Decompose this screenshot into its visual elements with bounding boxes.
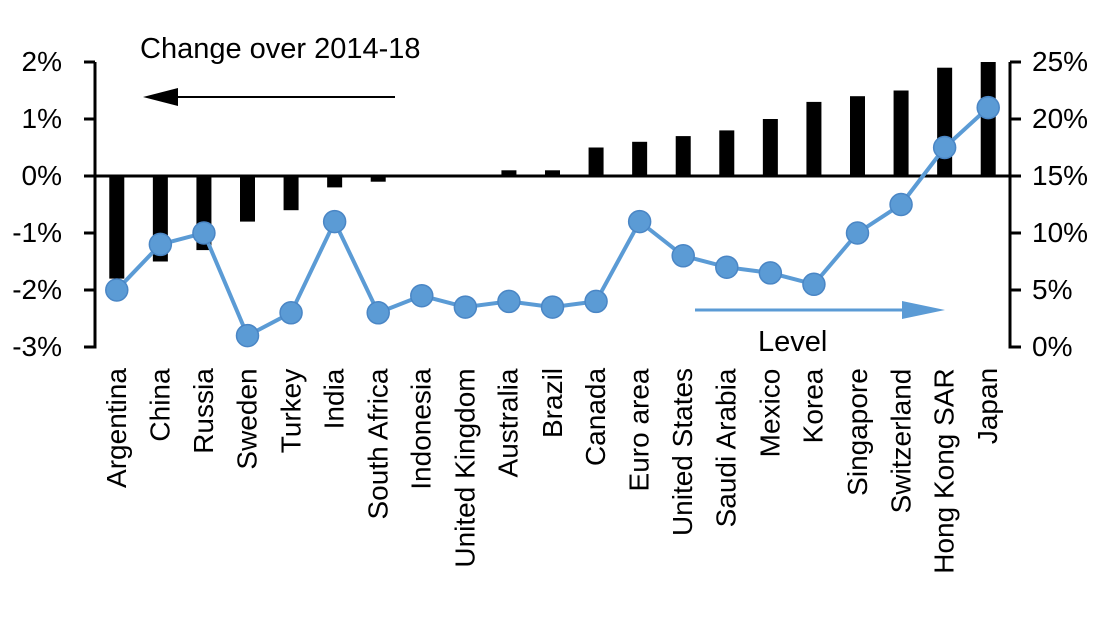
level-point	[584, 289, 608, 314]
right-axis-tick-label: 0%	[1032, 331, 1073, 362]
line-annotation-arrow-head	[902, 301, 945, 319]
level-point	[148, 232, 173, 257]
bar	[806, 101, 822, 176]
bar-annotation-arrow-head	[143, 88, 178, 106]
bar	[545, 170, 560, 176]
category-label: Singapore	[841, 368, 873, 496]
level-point	[410, 283, 434, 308]
level-point	[976, 95, 1000, 120]
bar	[675, 136, 691, 176]
category-label: Mexico	[754, 368, 786, 457]
left-axis-tick-label: -3%	[12, 331, 62, 362]
bar	[283, 176, 299, 211]
bar	[632, 141, 648, 176]
bar	[762, 119, 778, 176]
category-label: Indonesia	[406, 367, 437, 490]
bar	[501, 170, 517, 176]
bar	[109, 176, 125, 279]
category-label: Argentina	[100, 368, 132, 488]
bar	[893, 90, 909, 176]
level-point	[802, 272, 826, 297]
level-point	[192, 221, 216, 245]
right-axis-tick-label: 15%	[1032, 160, 1089, 191]
left-axis-tick-label: 0%	[21, 160, 62, 191]
right-axis-tick-label: 25%	[1032, 46, 1089, 77]
left-axis-tick-label: 1%	[21, 103, 62, 134]
right-axis-tick-label: 5%	[1032, 274, 1073, 305]
bar	[937, 67, 953, 176]
level-point	[845, 221, 870, 245]
level-point	[671, 244, 695, 268]
category-label: China	[144, 367, 176, 442]
level-point	[235, 323, 260, 348]
bar	[588, 147, 604, 176]
level-point	[627, 209, 652, 234]
bar	[327, 176, 343, 188]
level-point	[497, 289, 521, 314]
level-point	[932, 135, 957, 160]
level-point	[889, 192, 913, 217]
bar-series-annotation: Change over 2014-18	[140, 33, 421, 65]
level-point	[105, 278, 129, 302]
category-label: Switzerland	[884, 368, 916, 513]
left-axis-tick-label: -1%	[12, 217, 62, 248]
category-label: United States	[667, 367, 699, 537]
category-label: Brazil	[536, 367, 568, 439]
right-axis-tick-label: 10%	[1032, 217, 1089, 248]
category-label: Turkey	[274, 368, 306, 453]
level-point	[758, 261, 783, 285]
category-label: Saudi Arabia	[710, 368, 742, 527]
category-label: Euro area	[623, 368, 655, 491]
bar	[240, 176, 255, 222]
level-point	[540, 295, 565, 319]
right-axis-tick-label: 20%	[1032, 103, 1089, 134]
bar	[719, 130, 735, 176]
level-point	[366, 301, 390, 325]
level-point	[715, 255, 739, 279]
category-label: Australia	[492, 368, 524, 477]
category-label: South Africa	[362, 368, 394, 519]
category-label: Japan	[972, 367, 1004, 445]
left-axis-tick-label: 2%	[21, 46, 62, 77]
left-axis-tick-label: -2%	[12, 274, 62, 305]
bar	[370, 176, 386, 182]
category-label: India	[318, 368, 350, 429]
line-series-annotation: Level	[758, 326, 828, 358]
category-label: Canada	[580, 367, 612, 467]
category-label: Hong Kong SAR	[928, 367, 960, 574]
level-point	[453, 295, 478, 319]
category-label: United Kingdom	[449, 367, 481, 568]
level-point	[279, 301, 303, 325]
level-point	[322, 209, 347, 234]
category-label: Russia	[187, 368, 219, 454]
category-label: Sweden	[231, 367, 263, 470]
bar	[850, 96, 865, 176]
category-label: Korea	[797, 368, 829, 443]
